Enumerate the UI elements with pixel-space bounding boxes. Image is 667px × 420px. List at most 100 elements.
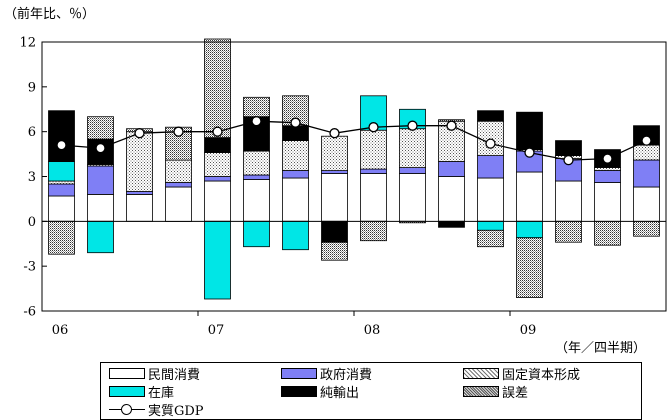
bar-err-08Q4 [477, 229, 504, 248]
legend-label-err: 誤差 [502, 386, 529, 401]
bar-private-07Q2 [243, 179, 270, 222]
legend: 民間消費 政府消費 固定資本形成在庫 純輸出 誤差実質GDP [100, 362, 642, 420]
gdp-point-09Q3 [602, 153, 613, 164]
gdp-point-06Q2 [95, 142, 106, 154]
legend-label-gov: 政府消費 [320, 368, 373, 383]
bar-private-07Q3 [282, 177, 309, 222]
bar-gov-08Q2 [399, 167, 426, 174]
legend-item-gov: 政府消費 [281, 365, 373, 383]
gdp-point-08Q4 [485, 138, 496, 149]
unit-label: （前年比、％） [4, 6, 95, 22]
bar-private-08Q4 [477, 177, 504, 222]
bar-nx-09Q1 [516, 111, 543, 150]
gdp-point-08Q2 [407, 120, 418, 131]
bar-nx-08Q4 [477, 110, 504, 122]
bar-inv-08Q4 [477, 220, 504, 231]
bar-inv-07Q1 [204, 220, 231, 300]
bar-gfcf-09Q3 [594, 167, 621, 171]
bar-gov-06Q4 [165, 182, 192, 188]
bar-private-06Q1 [48, 195, 75, 222]
bar-private-09Q2 [555, 180, 582, 222]
bar-err-06Q2 [87, 116, 114, 140]
bar-gfcf-08Q3 [438, 120, 465, 162]
gdp-point-08Q1 [368, 122, 379, 133]
bar-private-07Q1 [204, 180, 231, 222]
y-tick-label: 9 [28, 80, 36, 95]
bar-err-07Q1 [204, 38, 231, 138]
legend-swatch-private [109, 368, 145, 379]
legend-item-gdp: 実質GDP [109, 401, 204, 419]
legend-swatch-nx [281, 386, 317, 397]
y-tick-label: -6 [23, 305, 36, 320]
bar-gfcf-06Q3 [126, 131, 153, 192]
bar-gov-09Q3 [594, 170, 621, 183]
legend-item-inv: 在庫 [109, 383, 175, 401]
bar-gfcf-06Q1 [48, 180, 75, 185]
legend-label-gfcf: 固定資本形成 [502, 368, 581, 383]
gdp-point-07Q1 [212, 126, 223, 137]
bar-err-06Q4 [165, 126, 192, 161]
gdp-point-09Q4 [641, 135, 652, 146]
bar-gfcf-08Q1 [360, 129, 387, 170]
x-tick-label: 09 [520, 323, 537, 338]
bar-gov-08Q1 [360, 168, 387, 174]
bar-private-06Q4 [165, 186, 192, 222]
bar-gov-06Q2 [87, 165, 114, 195]
legend-swatch-gdp [109, 403, 145, 416]
bar-gov-08Q3 [438, 161, 465, 177]
bar-err-07Q4 [321, 241, 348, 261]
bar-gfcf-06Q4 [165, 159, 192, 183]
gdp-point-07Q2 [251, 116, 262, 127]
gdp-point-06Q1 [56, 139, 67, 151]
bar-gfcf-07Q4 [321, 135, 348, 171]
legend-swatch-err [463, 386, 499, 397]
bar-private-09Q4 [633, 186, 660, 222]
bar-private-08Q2 [399, 173, 426, 222]
legend-label-inv: 在庫 [148, 386, 175, 401]
bar-private-09Q3 [594, 182, 621, 222]
legend-swatch-gfcf [463, 368, 499, 379]
bar-err-09Q4 [633, 220, 660, 237]
x-tick-label: 07 [208, 323, 225, 338]
bar-err-09Q3 [594, 220, 621, 246]
bar-gov-07Q1 [204, 176, 231, 182]
period-label: （年／四半期） [555, 341, 646, 356]
legend-label-nx: 純輸出 [320, 386, 360, 401]
legend-item-nx: 純輸出 [281, 383, 360, 401]
legend-label-gdp: 実質GDP [148, 404, 204, 419]
y-tick-label: 3 [28, 170, 36, 185]
bar-nx-07Q4 [321, 220, 348, 243]
bar-inv-07Q3 [282, 220, 309, 251]
bar-private-08Q1 [360, 173, 387, 222]
gdp-point-06Q3 [134, 128, 145, 139]
bar-nx-08Q3 [438, 220, 465, 228]
gdp-point-08Q3 [446, 120, 457, 131]
legend-item-private: 民間消費 [109, 365, 201, 383]
bar-gov-06Q1 [48, 183, 75, 197]
x-tick-label: 06 [52, 323, 69, 338]
legend-swatch-inv [109, 386, 145, 397]
bar-gfcf-09Q4 [633, 144, 660, 161]
bar-private-07Q4 [321, 173, 348, 222]
gdp-point-06Q4 [173, 126, 184, 137]
bar-gov-09Q4 [633, 159, 660, 188]
bar-gov-07Q2 [243, 174, 270, 180]
y-tick-label: -3 [23, 260, 36, 275]
legend-item-gfcf: 固定資本形成 [463, 365, 581, 383]
bar-inv-09Q1 [516, 220, 543, 239]
bar-gfcf-07Q2 [243, 150, 270, 176]
legend-label-private: 民間消費 [148, 368, 201, 383]
y-tick-label: 0 [28, 215, 36, 230]
y-tick-label: 12 [19, 36, 36, 51]
gdp-point-09Q2 [563, 154, 574, 166]
bar-private-09Q1 [516, 171, 543, 222]
gdp-point-07Q3 [290, 117, 301, 128]
bar-private-08Q3 [438, 176, 465, 222]
legend-item-err: 誤差 [463, 383, 529, 401]
bar-err-09Q2 [555, 220, 582, 243]
bar-nx-06Q1 [48, 110, 75, 162]
bar-inv-07Q2 [243, 220, 270, 248]
bar-inv-06Q1 [48, 161, 75, 182]
gdp-point-07Q4 [329, 128, 340, 139]
